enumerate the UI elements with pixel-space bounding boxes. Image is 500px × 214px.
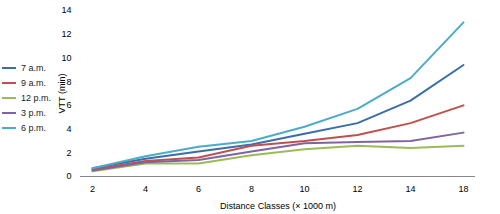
- svg-text:6: 6: [196, 184, 201, 194]
- svg-text:8: 8: [66, 77, 71, 87]
- svg-text:8: 8: [249, 184, 254, 194]
- svg-text:Distance Classes (× 1000 m): Distance Classes (× 1000 m): [220, 201, 336, 211]
- svg-text:10: 10: [299, 184, 309, 194]
- svg-text:6: 6: [66, 100, 71, 110]
- svg-text:VTT (min): VTT (min): [57, 74, 67, 114]
- svg-text:18: 18: [458, 184, 468, 194]
- svg-text:2: 2: [90, 184, 95, 194]
- html-text:3 p.m.: 3 p.m.: [21, 107, 46, 118]
- svg-text:14: 14: [405, 184, 415, 194]
- html-text:6 p.m.: 6 p.m.: [21, 122, 46, 133]
- svg-text:4: 4: [143, 184, 148, 194]
- svg-text:10: 10: [61, 53, 71, 63]
- svg-text:12: 12: [352, 184, 362, 194]
- svg-text:2: 2: [66, 148, 71, 158]
- svg-text:12: 12: [61, 29, 71, 39]
- svg-text:0: 0: [66, 171, 71, 181]
- svg-text:4: 4: [66, 124, 71, 134]
- svg-text:14: 14: [61, 5, 71, 15]
- html-text:7 a.m.: 7 a.m.: [21, 62, 46, 73]
- html-text:9 a.m.: 9 a.m.: [21, 77, 46, 88]
- html-text:12 p.m.: 12 p.m.: [21, 92, 51, 103]
